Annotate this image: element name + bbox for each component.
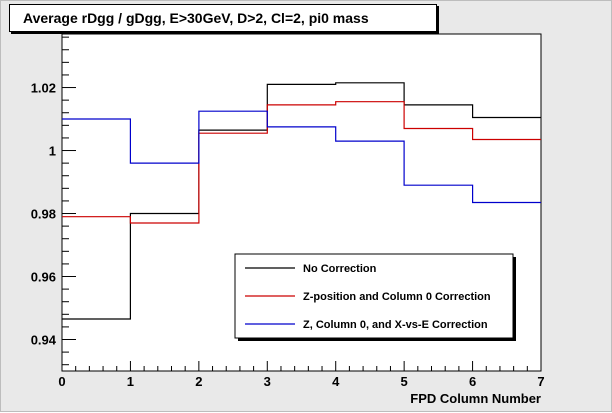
y-tick-label: 0.98 (31, 207, 56, 222)
x-tick-label: 4 (332, 374, 340, 389)
x-tick-label: 5 (401, 374, 408, 389)
x-tick-label: 6 (469, 374, 476, 389)
x-tick-label: 2 (195, 374, 202, 389)
x-tick-label: 0 (58, 374, 65, 389)
x-tick-label: 7 (537, 374, 544, 389)
y-tick-label: 1 (49, 144, 56, 159)
x-axis-title: FPD Column Number (410, 391, 541, 406)
y-tick-label: 1.02 (31, 81, 56, 96)
x-tick-label: 3 (264, 374, 271, 389)
series-line-1 (62, 82, 541, 320)
x-tick-label: 1 (127, 374, 134, 389)
y-tick-label: 0.96 (31, 270, 56, 285)
series-line-2 (62, 101, 541, 224)
series-line-3 (62, 110, 541, 204)
y-tick-label: 0.94 (31, 333, 57, 348)
legend-label-1: No Correction (303, 263, 377, 275)
chart-title: Average rDgg / gDgg, E>30GeV, D>2, Cl=2,… (9, 4, 437, 32)
legend-label-3: Z, Column 0, and X-vs-E Correction (303, 319, 488, 331)
legend-label-2: Z-position and Column 0 Correction (303, 291, 491, 303)
